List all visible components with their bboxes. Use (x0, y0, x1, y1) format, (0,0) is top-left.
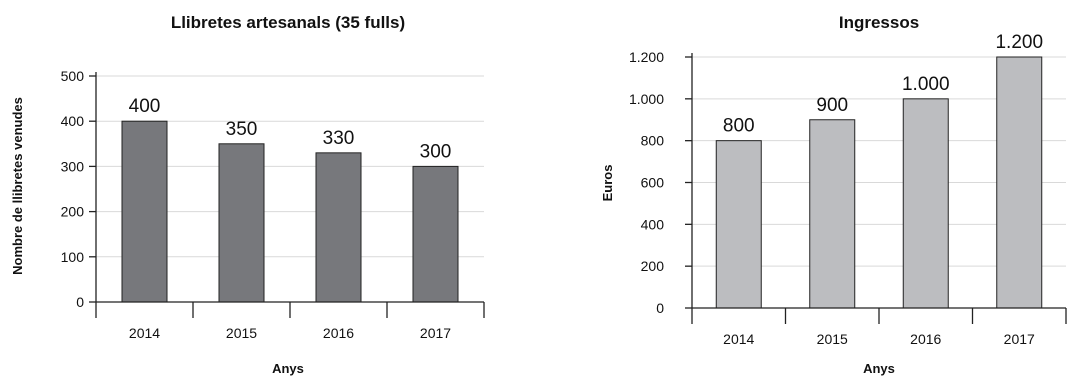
y-tick-label: 500 (61, 68, 85, 84)
data-label: 400 (129, 96, 161, 117)
y-tick-label: 1.200 (629, 49, 664, 65)
chart-title: Ingressos (839, 13, 919, 32)
y-tick-label: 300 (61, 158, 85, 174)
data-label: 800 (723, 116, 755, 137)
y-tick-label: 200 (641, 258, 665, 274)
y-tick-label: 600 (641, 175, 665, 191)
data-label: 900 (816, 95, 848, 116)
y-tick-label: 200 (61, 204, 85, 220)
bar (315, 152, 362, 303)
y-tick-label: 800 (641, 133, 665, 149)
x-tick-label: 2015 (226, 325, 257, 341)
y-tick-label: 400 (641, 216, 665, 232)
bar (715, 140, 762, 309)
data-label: 350 (226, 119, 258, 140)
data-label: 1.200 (995, 32, 1043, 53)
x-tick-label: 2016 (910, 331, 941, 347)
bar (218, 143, 265, 303)
x-tick-label: 2014 (723, 331, 754, 347)
x-tick-label: 2016 (323, 325, 354, 341)
bar (412, 165, 459, 303)
data-label: 1.000 (902, 74, 950, 95)
bar (121, 120, 168, 303)
y-tick-label: 0 (656, 300, 664, 316)
bar (902, 98, 949, 309)
y-axis-title: Nombre de llibretes venudes (10, 97, 25, 275)
x-tick-label: 2014 (129, 325, 160, 341)
y-axis-title: Euros (600, 165, 615, 202)
bar (996, 56, 1043, 309)
x-tick-label: 2017 (420, 325, 451, 341)
bar (809, 119, 856, 309)
y-tick-label: 100 (61, 249, 85, 265)
data-label: 330 (323, 128, 355, 149)
chart-notebooks-sold: Llibretes artesanals (35 fulls) 0 100 200 30… (10, 13, 485, 376)
y-tick-label: 1.000 (629, 91, 664, 107)
data-label: 300 (420, 141, 452, 162)
y-tick-label: 400 (61, 113, 85, 129)
x-tick-label: 2015 (817, 331, 848, 347)
y-tick-label: 0 (76, 294, 84, 310)
x-axis-title: Anys (863, 361, 895, 376)
chart-income: Ingressos 0 200 400 600 800 1.000 1.200 800 2014 9… (600, 13, 1067, 376)
x-tick-label: 2017 (1004, 331, 1035, 347)
chart-title: Llibretes artesanals (35 fulls) (171, 13, 405, 32)
x-axis-title: Anys (272, 361, 304, 376)
